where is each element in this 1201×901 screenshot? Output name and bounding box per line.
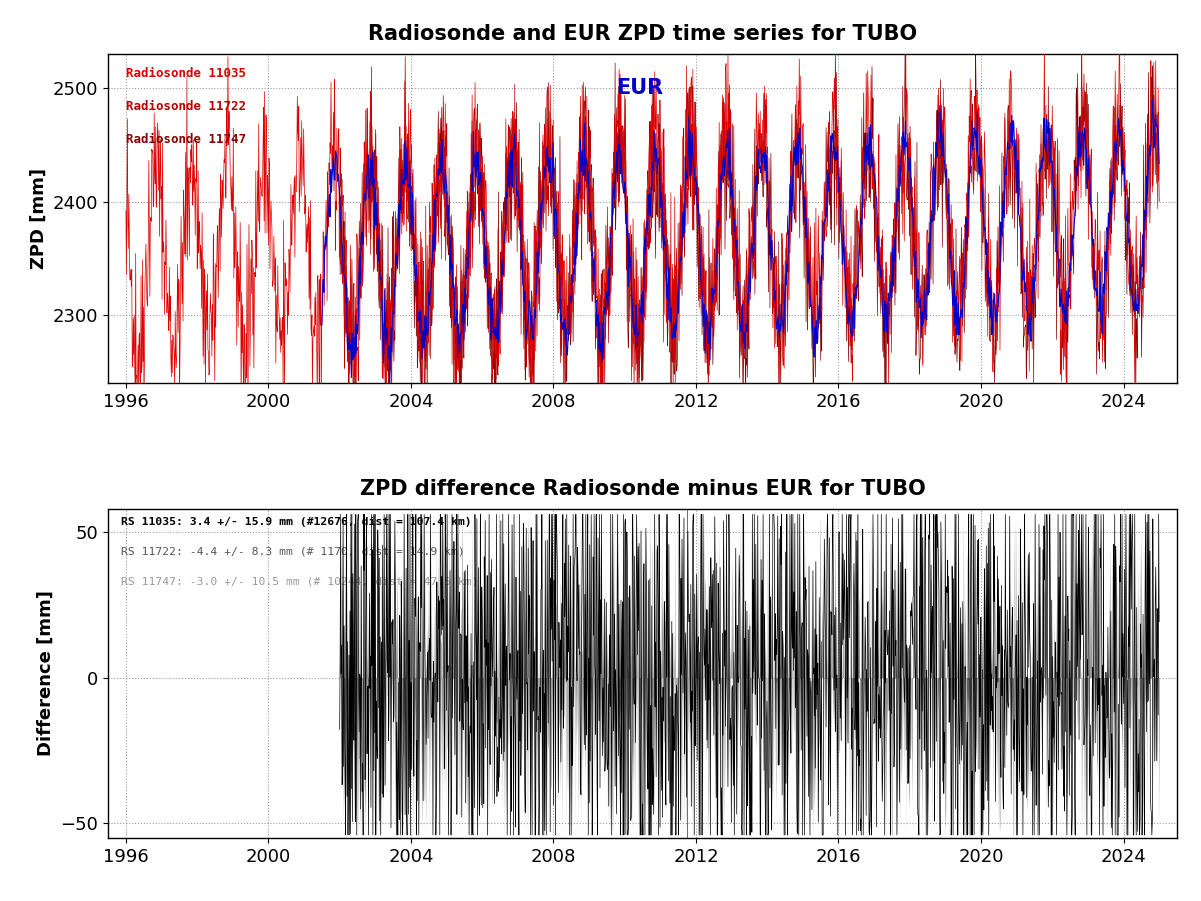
Text: EUR: EUR <box>616 78 663 98</box>
Text: Radiosonde 11747: Radiosonde 11747 <box>126 133 246 146</box>
Title: Radiosonde and EUR ZPD time series for TUBO: Radiosonde and EUR ZPD time series for T… <box>368 24 918 44</box>
Y-axis label: Difference [mm]: Difference [mm] <box>37 590 55 756</box>
Text: RS 11747: -3.0 +/- 10.5 mm (# 10244, dist = 47.5 km): RS 11747: -3.0 +/- 10.5 mm (# 10244, dis… <box>121 576 478 586</box>
Text: Radiosonde 11035: Radiosonde 11035 <box>126 68 246 80</box>
Y-axis label: ZPD [mm]: ZPD [mm] <box>29 168 47 269</box>
Text: RS 11722: -4.4 +/- 8.3 mm (# 1170, dist = 14.9 km): RS 11722: -4.4 +/- 8.3 mm (# 1170, dist … <box>121 546 465 557</box>
Text: RS 11035: 3.4 +/- 15.9 mm (#12676, dist = 107.4 km): RS 11035: 3.4 +/- 15.9 mm (#12676, dist … <box>121 517 472 527</box>
Title: ZPD difference Radiosonde minus EUR for TUBO: ZPD difference Radiosonde minus EUR for … <box>359 478 926 498</box>
Text: Radiosonde 11722: Radiosonde 11722 <box>126 100 246 114</box>
